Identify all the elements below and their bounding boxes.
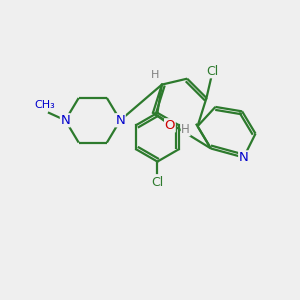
Text: Cl: Cl (151, 176, 164, 189)
Text: N: N (116, 114, 125, 127)
Text: N: N (60, 114, 70, 127)
Text: H: H (151, 70, 160, 80)
Text: O: O (165, 119, 175, 132)
Text: CH₃: CH₃ (34, 100, 55, 110)
Text: H: H (181, 123, 190, 136)
Text: Cl: Cl (206, 65, 218, 78)
Text: N: N (239, 151, 248, 164)
